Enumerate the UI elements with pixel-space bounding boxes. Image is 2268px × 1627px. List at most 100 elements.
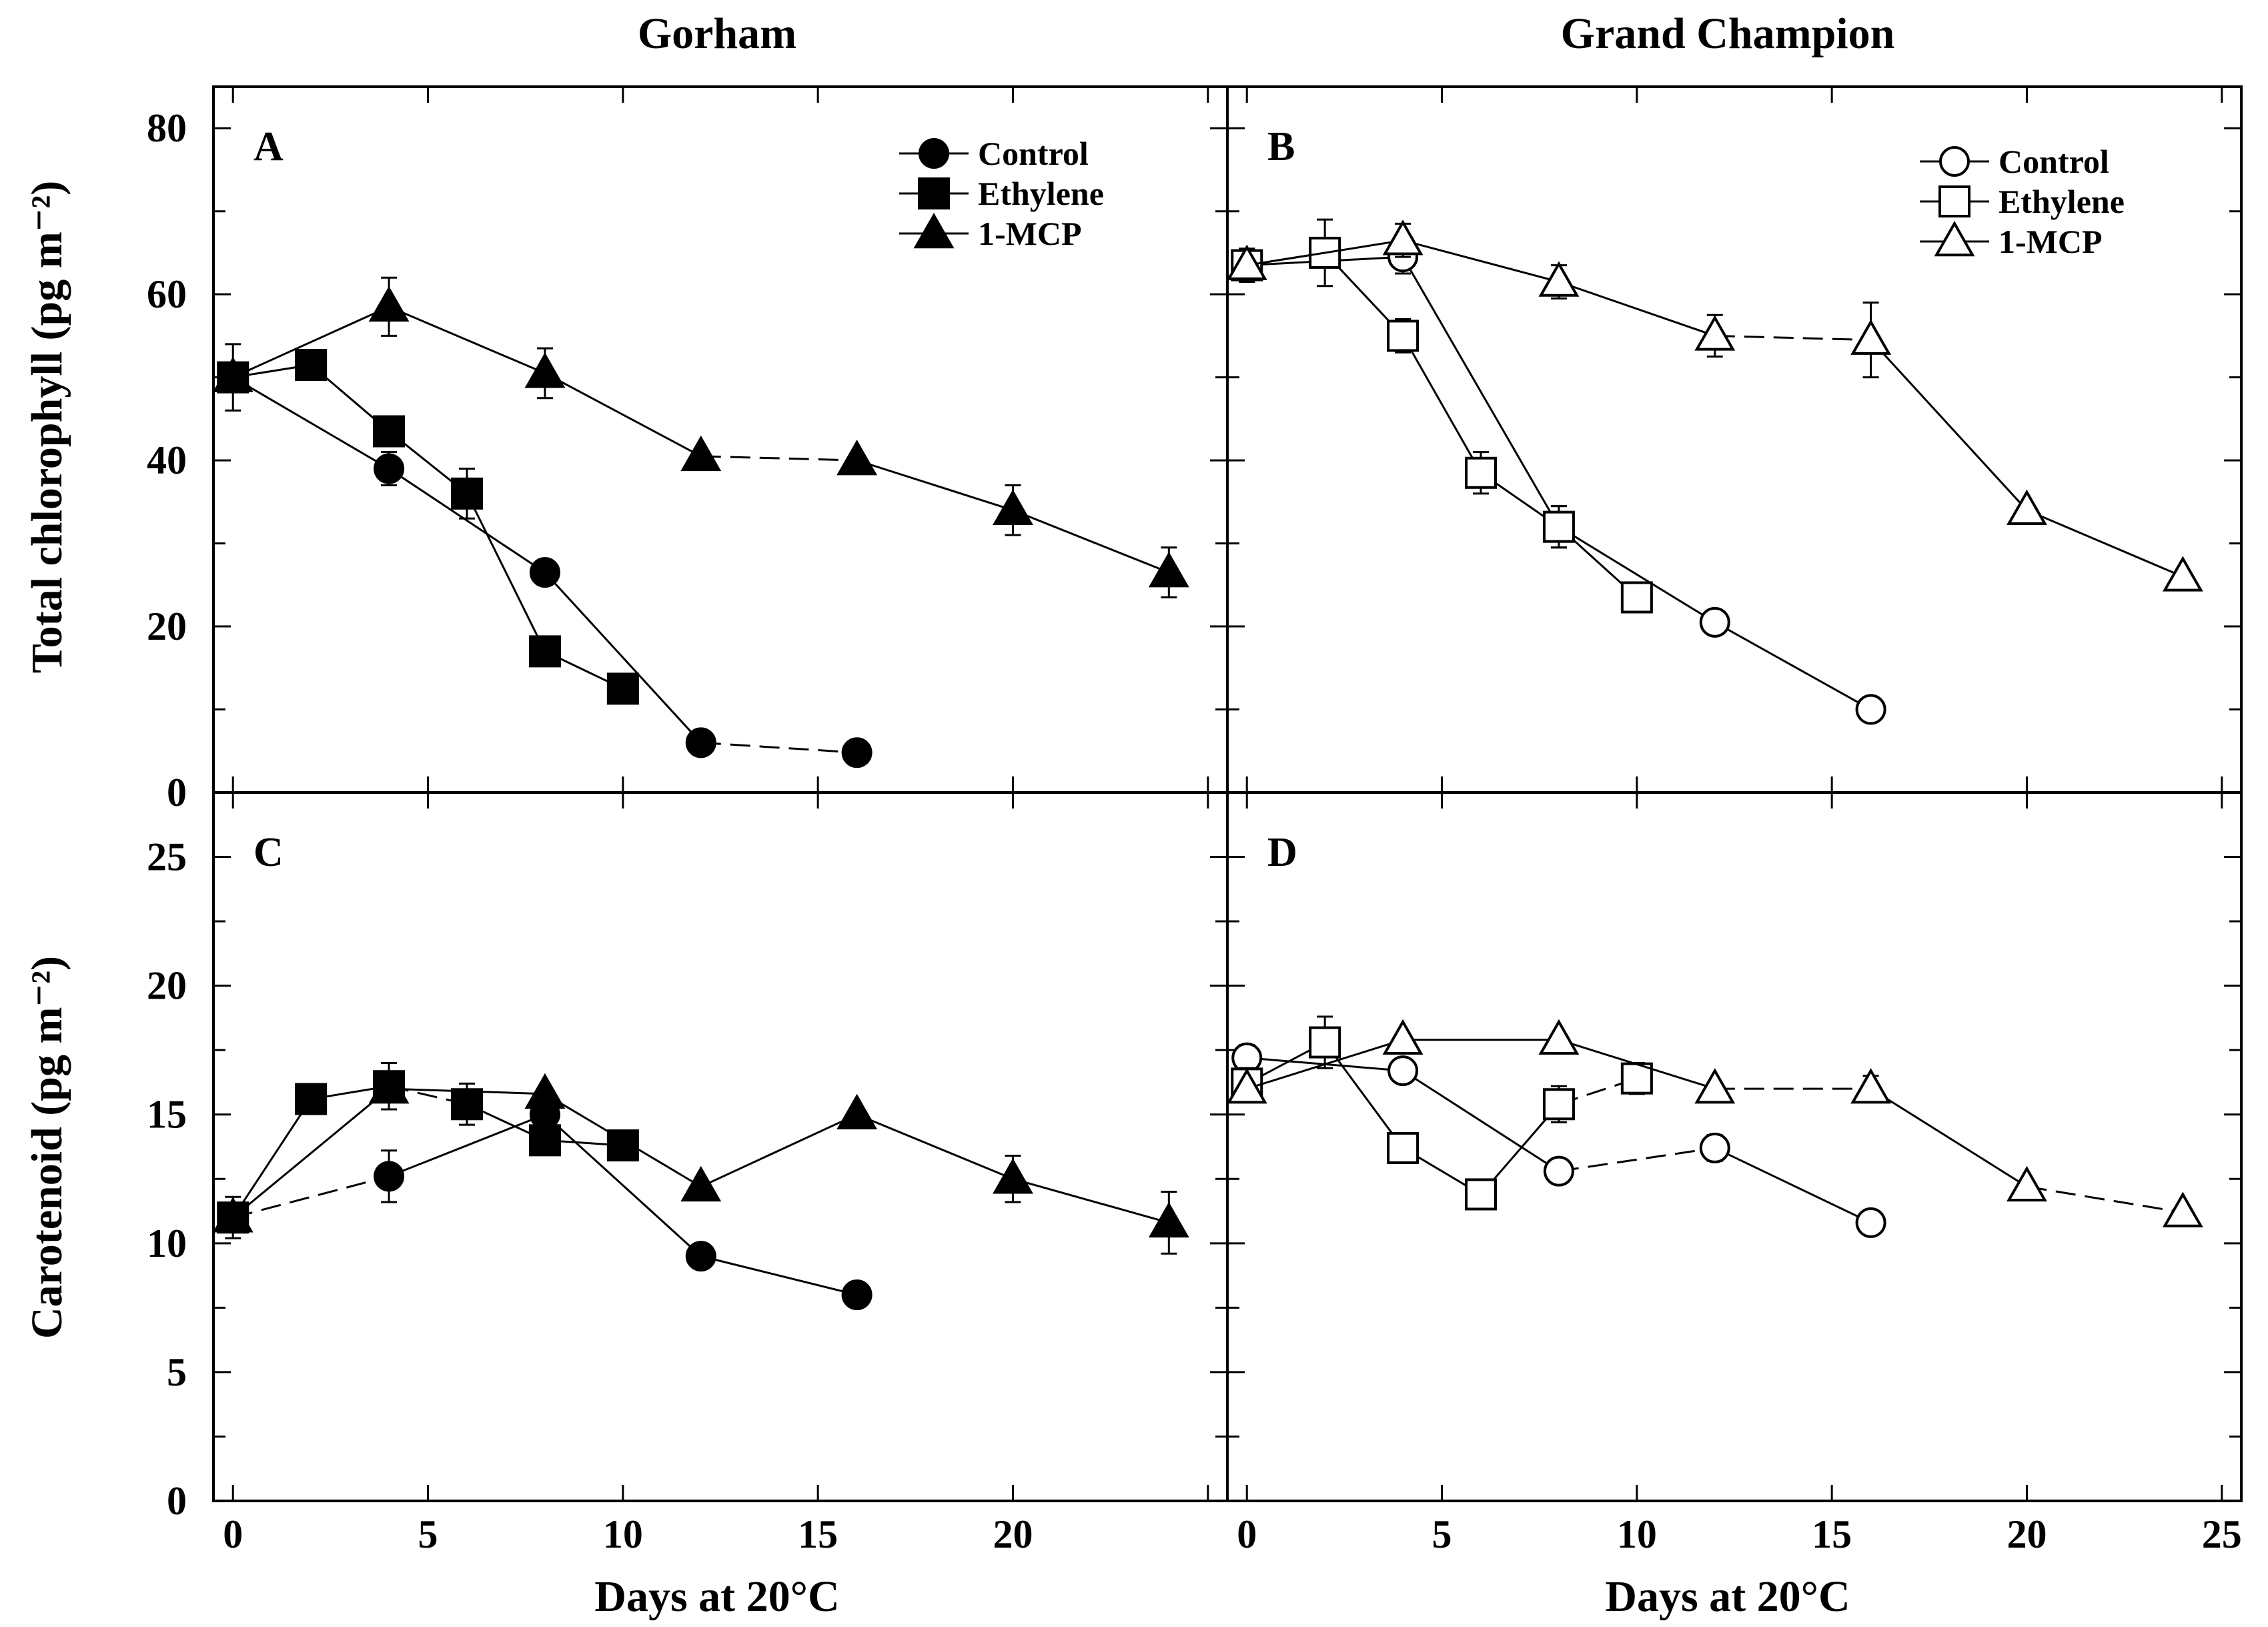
data-point-ethylene xyxy=(451,477,483,510)
series-line-control xyxy=(544,572,702,744)
series-line-1-mcp xyxy=(1246,1039,1403,1090)
data-point-1-mcp xyxy=(1850,319,1892,355)
legend-label-1-mcp: 1-MCP xyxy=(978,215,1082,252)
series-line-1-mcp xyxy=(1012,509,1169,574)
legend-marker-1-mcp xyxy=(913,212,955,249)
data-point-1-mcp xyxy=(2007,1165,2047,1202)
panel-d-xtick-label: 5 xyxy=(1432,1512,1452,1556)
data-point-control xyxy=(841,737,873,768)
data-point-ethylene xyxy=(1620,581,1653,614)
data-point-1-mcp xyxy=(1694,315,1736,351)
data-point-1-mcp xyxy=(212,1197,253,1233)
panel-c-xtick-label: 20 xyxy=(993,1512,1033,1556)
data-point-ethylene xyxy=(1542,1088,1575,1121)
panel-b-letter: B xyxy=(1267,124,1295,169)
panel-a-ytick-label: 0 xyxy=(167,770,187,815)
series-line-1-mcp xyxy=(544,372,702,458)
series-line-1-mcp xyxy=(700,1113,858,1188)
series-line-control xyxy=(1558,526,1716,624)
panel-c-ytick-label: 15 xyxy=(147,1093,187,1137)
panel-c-xtick-label: 10 xyxy=(603,1512,643,1556)
data-point-ethylene xyxy=(1387,1131,1420,1164)
panel-c-ytick-label: 10 xyxy=(147,1221,187,1265)
series-line-1-mcp xyxy=(857,1113,1014,1180)
data-point-1-mcp xyxy=(1538,261,1580,297)
data-point-control xyxy=(841,1279,873,1311)
data-point-1-mcp xyxy=(212,356,253,392)
series-line-1-mcp xyxy=(1558,1039,1716,1090)
data-point-1-mcp xyxy=(368,1068,410,1104)
series-line-ethylene xyxy=(1401,335,1482,474)
data-point-ethylene xyxy=(606,672,639,705)
data-point-1-mcp xyxy=(1226,244,1267,280)
series-line-1-mcp xyxy=(1558,281,1716,337)
series-line-control xyxy=(388,468,546,574)
legend-marker-ethylene xyxy=(1938,185,1970,217)
data-point-ethylene xyxy=(295,348,328,381)
data-point-1-mcp xyxy=(993,489,1033,526)
legend-marker-control xyxy=(1939,146,1970,177)
panel-c-letter: C xyxy=(253,830,284,875)
panel-d-xtick-label: 20 xyxy=(2007,1512,2047,1556)
panel-a-ytick-label: 20 xyxy=(147,604,187,648)
series-line-1-mcp xyxy=(1870,339,2028,511)
data-point-1-mcp xyxy=(680,435,722,472)
legend-label-1-mcp: 1-MCP xyxy=(1999,223,2103,260)
series-line-1-mcp xyxy=(2027,1185,2183,1213)
legend-marker-ethylene xyxy=(918,177,950,209)
data-point-1-mcp xyxy=(2007,489,2047,526)
panel-d-xtick-label: 25 xyxy=(2202,1512,2242,1556)
data-point-ethylene xyxy=(1542,510,1575,543)
data-point-control xyxy=(1699,606,1730,638)
series-line-control xyxy=(1401,256,1560,528)
data-point-1-mcp xyxy=(1694,1068,1736,1104)
series-line-ethylene xyxy=(466,493,546,652)
data-point-1-mcp xyxy=(993,1158,1033,1194)
panel-a-ytick-label: 60 xyxy=(147,272,187,316)
series-line-1-mcp xyxy=(1013,1177,1169,1224)
series-line-1-mcp xyxy=(389,1087,545,1095)
data-point-control xyxy=(1543,1155,1574,1187)
panel-c-ytick-label: 25 xyxy=(147,835,187,879)
series-line-ethylene xyxy=(231,1098,312,1219)
column-title-grand-champion: Grand Champion xyxy=(1561,9,1895,58)
data-point-ethylene xyxy=(295,1083,328,1115)
x-axis-title-left: Days at 20°C xyxy=(594,1572,839,1621)
data-point-ethylene xyxy=(1465,456,1497,489)
data-point-1-mcp xyxy=(1850,1068,1892,1104)
panel-c: 0 5 10 15 20 25 0 5 10 15 20 C xyxy=(147,791,1229,1556)
legend-label-ethylene: Ethylene xyxy=(1999,183,2125,220)
data-point-control xyxy=(529,557,560,588)
legend-marker-1-mcp xyxy=(1934,220,1975,257)
series-line-control xyxy=(1714,621,1872,710)
series-line-1-mcp xyxy=(1714,334,1871,342)
series-line-control xyxy=(700,741,857,754)
data-point-ethylene xyxy=(528,1124,561,1157)
panel-c-xtick-label: 0 xyxy=(223,1512,243,1556)
data-point-1-mcp xyxy=(524,352,566,388)
data-point-1-mcp xyxy=(1148,1201,1189,1238)
data-point-ethylene xyxy=(1387,320,1420,352)
data-point-control xyxy=(685,1241,716,1272)
data-point-control xyxy=(1387,1055,1419,1087)
y-axis-title-carotenoid: Carotenoid (pg m⁻²) xyxy=(23,956,71,1339)
data-point-control xyxy=(374,453,405,484)
series-line-1-mcp xyxy=(388,306,546,374)
x-axis-title-right: Days at 20°C xyxy=(1605,1572,1850,1621)
panel-d: 0 5 10 15 20 25 D xyxy=(1226,791,2243,1556)
data-point-1-mcp xyxy=(2162,556,2203,592)
panel-d-frame xyxy=(1226,791,2243,1502)
data-point-1-mcp xyxy=(836,440,878,476)
data-point-1-mcp xyxy=(368,286,410,322)
data-point-1-mcp xyxy=(836,1093,878,1129)
panel-c-xtick-label: 5 xyxy=(418,1512,438,1556)
series-line-control xyxy=(232,1175,390,1219)
y-axis-title-chlorophyll: Total chlorophyll (pg m⁻²) xyxy=(23,181,71,674)
series-line-control xyxy=(1714,1147,1872,1224)
series-line-1-mcp xyxy=(544,1093,702,1188)
panel-c-ytick-label: 0 xyxy=(167,1479,187,1523)
panel-c-ytick-label: 20 xyxy=(147,964,187,1008)
